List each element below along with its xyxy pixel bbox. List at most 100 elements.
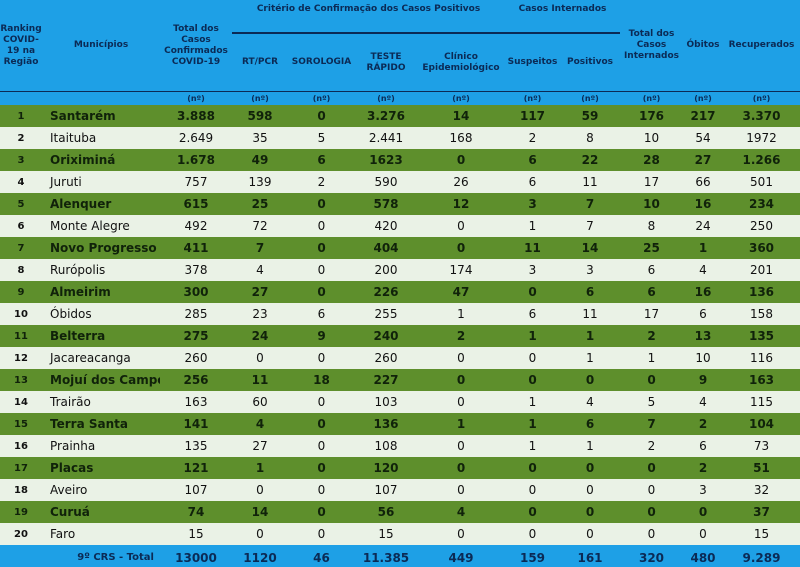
- group-header: Casos Internados: [505, 0, 620, 34]
- value-cell: 2.649: [160, 127, 232, 149]
- rank-cell: 7: [0, 237, 42, 259]
- value-cell: 13: [683, 325, 723, 347]
- value-cell: 49: [232, 149, 288, 171]
- value-cell: 260: [160, 347, 232, 369]
- value-cell: 2: [417, 325, 505, 347]
- data-row: 14 Trairão 163 60 0 103 0 1 4 5 4 115: [0, 391, 800, 413]
- value-cell: 9: [288, 325, 355, 347]
- value-cell: 0: [288, 193, 355, 215]
- column-header: RT/PCR: [232, 33, 288, 92]
- value-cell: 0: [232, 523, 288, 545]
- data-row: 8 Rurópolis 378 4 0 200 174 3 3 6 4 201: [0, 259, 800, 281]
- blank-cell: [0, 91, 160, 105]
- value-cell: 4: [232, 413, 288, 435]
- value-cell: 72: [232, 215, 288, 237]
- table-footer: 9º CRS - Total 13000 1120 46 11.385 449 159 161…: [0, 545, 800, 567]
- value-cell: 0: [505, 479, 560, 501]
- value-cell: 1: [505, 391, 560, 413]
- value-cell: 285: [160, 303, 232, 325]
- value-cell: 200: [355, 259, 417, 281]
- value-cell: 8: [560, 127, 620, 149]
- unit-label: (nº): [505, 91, 560, 105]
- value-cell: 757: [160, 171, 232, 193]
- value-cell: 2: [620, 435, 683, 457]
- municipality-cell: Santarém: [42, 105, 160, 127]
- value-cell: 0: [288, 347, 355, 369]
- data-row: 3 Oriximiná 1.678 49 6 1623 0 6 22 28 27 1.266: [0, 149, 800, 171]
- municipality-cell: Trairão: [42, 391, 160, 413]
- data-row: 6 Monte Alegre 492 72 0 420 0 1 7 8 24 250: [0, 215, 800, 237]
- value-cell: 2.441: [355, 127, 417, 149]
- column-header: TESTE RÁPIDO: [355, 33, 417, 92]
- unit-label: (nº): [288, 91, 355, 105]
- value-cell: 378: [160, 259, 232, 281]
- total-value: 11.385: [355, 545, 417, 567]
- unit-label: (nº): [560, 91, 620, 105]
- rank-cell: 3: [0, 149, 42, 171]
- value-cell: 0: [417, 523, 505, 545]
- value-cell: 250: [723, 215, 800, 237]
- column-header: Clínico Epidemiológico: [417, 33, 505, 92]
- rank-cell: 20: [0, 523, 42, 545]
- value-cell: 1.678: [160, 149, 232, 171]
- value-cell: 4: [683, 391, 723, 413]
- value-cell: 135: [723, 325, 800, 347]
- value-cell: 27: [232, 281, 288, 303]
- municipality-cell: Jacareacanga: [42, 347, 160, 369]
- value-cell: 217: [683, 105, 723, 127]
- value-cell: 6: [620, 281, 683, 303]
- data-row: 20 Faro 15 0 0 15 0 0 0 0 0 15: [0, 523, 800, 545]
- value-cell: 24: [683, 215, 723, 237]
- data-row: 9 Almeirim 300 27 0 226 47 0 6 6 16 136: [0, 281, 800, 303]
- value-cell: 141: [160, 413, 232, 435]
- value-cell: 1: [505, 413, 560, 435]
- municipality-cell: Placas: [42, 457, 160, 479]
- value-cell: 107: [355, 479, 417, 501]
- value-cell: 1972: [723, 127, 800, 149]
- units-row: (nº) (nº) (nº) (nº) (nº) (nº) (nº) (nº) (nº) (nº): [0, 91, 800, 105]
- value-cell: 260: [355, 347, 417, 369]
- value-cell: 1: [620, 347, 683, 369]
- value-cell: 22: [560, 149, 620, 171]
- column-header: Ranking COVID-19 na Região: [0, 0, 42, 92]
- value-cell: 240: [355, 325, 417, 347]
- header-row: Ranking COVID-19 na Região Municípios Tota…: [0, 0, 800, 92]
- total-value: 1120: [232, 545, 288, 567]
- rank-cell: 16: [0, 435, 42, 457]
- data-row: 11 Belterra 275 24 9 240 2 1 1 2 13 135: [0, 325, 800, 347]
- value-cell: 7: [560, 215, 620, 237]
- value-cell: 18: [288, 369, 355, 391]
- value-cell: 66: [683, 171, 723, 193]
- data-row: 12 Jacareacanga 260 0 0 260 0 0 1 1 10 116: [0, 347, 800, 369]
- municipality-cell: Aveiro: [42, 479, 160, 501]
- value-cell: 2: [683, 457, 723, 479]
- value-cell: 275: [160, 325, 232, 347]
- value-cell: 0: [417, 215, 505, 237]
- value-cell: 1: [417, 303, 505, 325]
- rank-cell: 4: [0, 171, 42, 193]
- value-cell: 14: [560, 237, 620, 259]
- value-cell: 2: [288, 171, 355, 193]
- value-cell: 0: [288, 479, 355, 501]
- value-cell: 6: [505, 171, 560, 193]
- value-cell: 0: [288, 237, 355, 259]
- value-cell: 11: [505, 237, 560, 259]
- value-cell: 116: [723, 347, 800, 369]
- total-value: 9.289: [723, 545, 800, 567]
- value-cell: 0: [620, 369, 683, 391]
- column-header: Total dos Casos Internados: [620, 0, 683, 92]
- value-cell: 121: [160, 457, 232, 479]
- value-cell: 139: [232, 171, 288, 193]
- value-cell: 14: [232, 501, 288, 523]
- value-cell: 54: [683, 127, 723, 149]
- value-cell: 234: [723, 193, 800, 215]
- value-cell: 0: [417, 435, 505, 457]
- value-cell: 74: [160, 501, 232, 523]
- rank-cell: 15: [0, 413, 42, 435]
- unit-label: (nº): [232, 91, 288, 105]
- value-cell: 0: [560, 369, 620, 391]
- value-cell: 35: [232, 127, 288, 149]
- value-cell: 0: [620, 457, 683, 479]
- municipality-cell: Terra Santa: [42, 413, 160, 435]
